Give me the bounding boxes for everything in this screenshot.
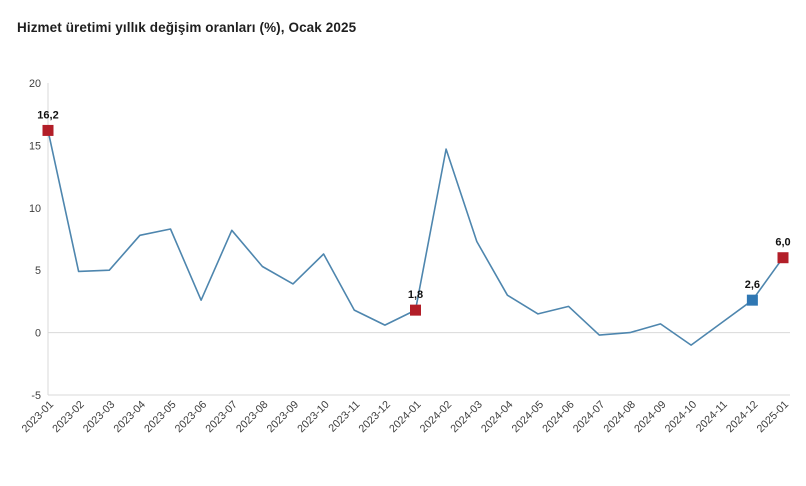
svg-text:2024-10: 2024-10	[663, 399, 700, 436]
x-tick-label: 2023-02	[50, 399, 87, 436]
x-tick-label: 2023-01	[20, 399, 57, 436]
x-tick-label: 2024-09	[632, 399, 669, 436]
y-tick-label: 20	[29, 78, 41, 90]
svg-text:2023-05: 2023-05	[142, 399, 179, 436]
data-marker-red	[777, 252, 789, 264]
chart-title: Hizmet üretimi yıllık değişim oranları (…	[17, 20, 357, 35]
y-tick-label: 15	[29, 140, 41, 152]
x-tick-label: 2023-04	[111, 399, 148, 436]
x-tick-label: 2024-03	[448, 399, 485, 436]
svg-text:2024-09: 2024-09	[632, 399, 669, 436]
svg-text:2023-06: 2023-06	[173, 399, 210, 436]
svg-text:2024-01: 2024-01	[387, 399, 424, 436]
x-tick-label: 2024-08	[601, 399, 638, 436]
point-label: 6,0	[775, 237, 790, 249]
x-tick-label: 2024-04	[479, 399, 516, 436]
x-tick-label: 2023-09	[265, 399, 302, 436]
x-tick-label: 2023-06	[173, 399, 210, 436]
svg-text:2024-11: 2024-11	[694, 399, 730, 435]
svg-text:2024-02: 2024-02	[418, 399, 455, 436]
point-label: 1,8	[408, 289, 423, 301]
svg-text:2024-06: 2024-06	[540, 399, 577, 436]
svg-text:2023-10: 2023-10	[295, 399, 332, 436]
y-tick-label: 5	[35, 265, 41, 277]
svg-text:2024-03: 2024-03	[448, 399, 485, 436]
svg-text:2023-02: 2023-02	[50, 399, 87, 436]
x-tick-label: 2024-12	[724, 399, 761, 436]
x-tick-label: 2024-06	[540, 399, 577, 436]
svg-text:2023-07: 2023-07	[203, 399, 240, 436]
x-tick-label: 2024-10	[663, 399, 700, 436]
x-tick-label: 2024-05	[510, 399, 547, 436]
svg-text:2023-08: 2023-08	[234, 399, 271, 436]
y-tick-label: 10	[29, 203, 41, 215]
svg-text:2024-12: 2024-12	[724, 399, 761, 436]
svg-text:2023-04: 2023-04	[111, 399, 148, 436]
svg-text:2024-04: 2024-04	[479, 399, 516, 436]
svg-text:2023-01: 2023-01	[20, 399, 57, 436]
svg-text:2023-09: 2023-09	[265, 399, 302, 436]
svg-text:2023-11: 2023-11	[326, 399, 362, 435]
x-tick-label: 2023-08	[234, 399, 271, 436]
x-tick-label: 2023-10	[295, 399, 332, 436]
data-marker-blue	[746, 294, 758, 306]
svg-text:2024-05: 2024-05	[510, 399, 547, 436]
svg-text:2024-08: 2024-08	[601, 399, 638, 436]
x-tick-label: 2024-02	[418, 399, 455, 436]
x-tick-label: 2023-03	[81, 399, 118, 436]
x-tick-label: 2024-01	[387, 399, 424, 436]
point-label: 16,2	[37, 109, 58, 121]
point-label: 2,6	[745, 279, 760, 291]
x-tick-label: 2023-05	[142, 399, 179, 436]
y-tick-label: 0	[35, 328, 41, 340]
svg-text:2024-07: 2024-07	[571, 399, 608, 436]
svg-text:2023-12: 2023-12	[356, 399, 393, 436]
svg-text:2023-03: 2023-03	[81, 399, 118, 436]
x-tick-label: 2023-07	[203, 399, 240, 436]
x-tick-label: 2024-11	[694, 399, 730, 435]
x-tick-label: 2024-07	[571, 399, 608, 436]
x-tick-label: 2025-01	[755, 399, 792, 436]
data-marker-red	[410, 304, 421, 316]
data-marker-red	[42, 124, 54, 136]
svg-text:2025-01: 2025-01	[755, 399, 792, 436]
x-tick-label: 2023-11	[326, 399, 362, 435]
y-tick-label: -5	[31, 390, 41, 402]
x-tick-label: 2023-12	[356, 399, 393, 436]
